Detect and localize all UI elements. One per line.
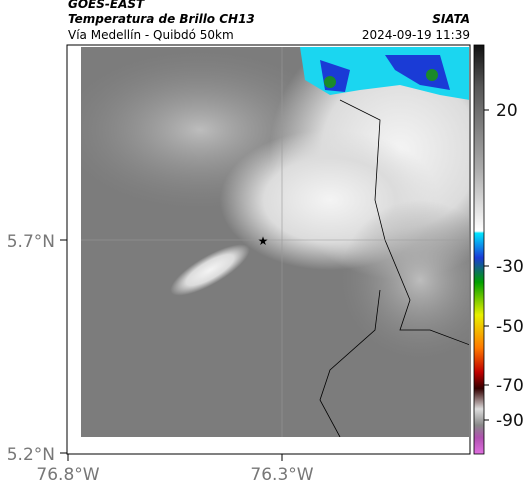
colorbar-label: -50 [496, 317, 524, 337]
source: GOES-EAST [68, 0, 145, 11]
lat-label: 5.2°N [7, 445, 55, 465]
lon-label: 76.3°W [250, 465, 313, 485]
timestamp: 2024-09-19 11:39 [362, 28, 470, 42]
subtitle: Vía Medellín - Quibdó 50km [68, 28, 234, 42]
imagery [81, 47, 469, 437]
lon-label: 76.8°W [36, 465, 99, 485]
colorbar-label: -30 [496, 257, 524, 277]
title: Temperatura de Brillo CH13 [68, 12, 255, 26]
marker: ★ [258, 234, 269, 248]
org: SIATA [432, 12, 470, 26]
colorbar-label: -90 [496, 411, 524, 431]
colorbar-label: 20 [496, 101, 518, 121]
colorbar-ticks [484, 109, 489, 421]
colorbar-label: -70 [496, 376, 524, 396]
colorbar [473, 44, 485, 455]
lat-label: 5.7°N [7, 232, 55, 252]
